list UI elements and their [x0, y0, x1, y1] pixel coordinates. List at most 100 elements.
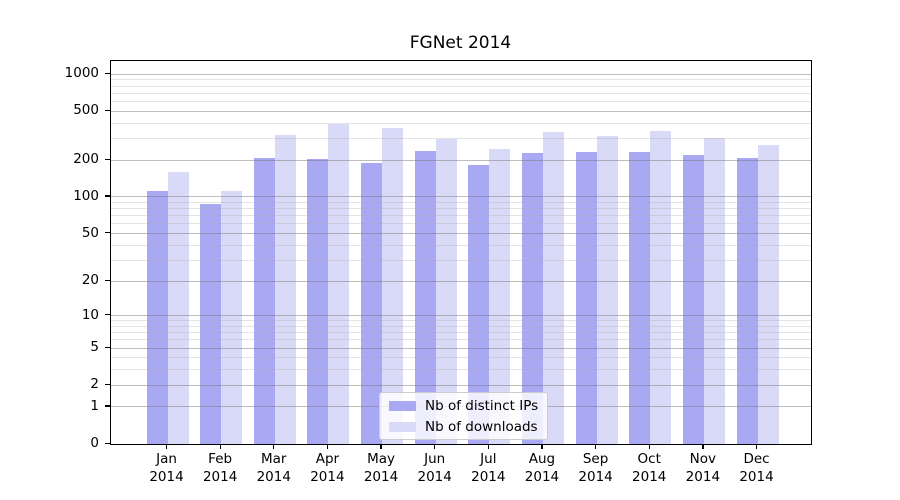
bar-distinct-ips-sep	[575, 152, 597, 444]
bar-downloads-may	[382, 128, 404, 444]
x-tick-label-oct: Oct 2014	[617, 451, 681, 487]
gridline-minor-30	[111, 259, 811, 261]
gridline-minor-700	[111, 92, 811, 94]
x-tick-year-apr: 2014	[310, 468, 345, 485]
plot-area: Nb of distinct IPs Nb of downloads	[110, 60, 812, 445]
x-tick-oct	[648, 444, 650, 450]
bar-downloads-nov	[703, 137, 725, 444]
x-tick-year-may: 2014	[363, 468, 399, 485]
x-tick-nov	[702, 444, 704, 450]
legend-swatch-downloads	[389, 421, 416, 432]
bars-layer	[111, 61, 811, 444]
x-tick-apr	[326, 444, 329, 450]
legend-label-downloads: Nb of downloads	[425, 418, 538, 435]
legend-label-distinct-ips: Nb of distinct IPs	[425, 397, 539, 414]
y-tick-1	[105, 405, 110, 407]
y-tick-2	[105, 383, 110, 385]
bar-downloads-dec	[757, 145, 779, 444]
legend-row-distinct-ips: Nb of distinct IPs	[389, 396, 538, 415]
x-tick-label-jun: Jun 2014	[403, 451, 467, 487]
x-tick-jan	[165, 444, 168, 450]
x-tick-month-mar: Mar	[261, 451, 287, 467]
gridline-minor-4	[111, 357, 811, 359]
bar-downloads-jul	[489, 149, 511, 444]
y-tick-200	[105, 158, 110, 160]
y-tick-label-200: 200	[73, 151, 99, 168]
y-tick-label-2: 2	[90, 376, 99, 393]
bar-distinct-ips-feb	[200, 203, 222, 444]
x-tick-year-jun: 2014	[417, 468, 452, 485]
y-tick-label-5: 5	[90, 339, 99, 356]
bar-downloads-jan	[167, 172, 189, 444]
gridline-minor-7	[111, 332, 811, 334]
x-tick-year-aug: 2014	[524, 468, 560, 485]
gridline-minor-9	[111, 320, 811, 322]
x-tick-month-dec: Dec	[743, 451, 770, 467]
bar-downloads-oct	[650, 131, 672, 444]
x-tick-label-aug: Aug 2014	[510, 451, 574, 487]
x-tick-month-sep: Sep	[582, 451, 609, 467]
gridline-major-200	[111, 159, 811, 161]
y-tick-label-0: 0	[90, 435, 99, 451]
gridline-minor-6	[111, 339, 811, 341]
x-tick-label-jan: Jan 2014	[135, 451, 199, 487]
x-tick-label-dec: Dec 2014	[725, 451, 789, 487]
x-tick-year-mar: 2014	[256, 468, 291, 485]
y-tick-20	[105, 279, 110, 281]
x-tick-label-nov: Nov 2014	[671, 451, 735, 487]
x-tick-sep	[594, 444, 597, 450]
y-tick-label-20: 20	[81, 272, 99, 289]
bar-distinct-ips-jul	[468, 165, 490, 444]
x-tick-year-feb: 2014	[202, 468, 238, 485]
x-tick-aug	[541, 444, 543, 450]
chart-title: FGNet 2014	[409, 33, 512, 53]
x-tick-year-jul: 2014	[471, 468, 506, 485]
x-tick-jun	[434, 444, 436, 450]
legend-swatch-distinct-ips	[389, 400, 416, 411]
gridline-minor-600	[111, 101, 811, 102]
x-tick-jul	[487, 444, 489, 450]
y-tick-label-100: 100	[73, 187, 99, 204]
gridline-minor-800	[111, 85, 811, 87]
bar-distinct-ips-jun	[414, 150, 436, 444]
y-tick-1000	[105, 72, 110, 74]
gridline-major-50	[111, 233, 811, 235]
bar-distinct-ips-jan	[146, 190, 168, 444]
y-tick-0	[105, 442, 110, 444]
bar-distinct-ips-apr	[307, 159, 329, 444]
x-tick-month-aug: Aug	[528, 451, 556, 467]
bar-distinct-ips-aug	[521, 152, 543, 444]
x-tick-label-jul: Jul 2014	[456, 451, 520, 487]
y-tick-label-50: 50	[81, 224, 99, 241]
gridline-major-2	[111, 384, 811, 386]
gridline-minor-70	[111, 215, 811, 217]
gridline-minor-40	[111, 244, 811, 246]
y-tick-10	[105, 314, 110, 316]
x-tick-month-feb: Feb	[208, 451, 233, 467]
bar-distinct-ips-mar	[253, 158, 275, 444]
x-tick-month-nov: Nov	[689, 451, 717, 467]
bar-downloads-mar	[274, 135, 296, 444]
x-tick-mar	[273, 444, 275, 450]
gridline-major-100	[111, 196, 811, 198]
gridline-major-10	[111, 315, 811, 317]
x-tick-month-apr: Apr	[315, 451, 340, 467]
x-tick-year-nov: 2014	[685, 468, 721, 485]
gridline-minor-80	[111, 208, 811, 210]
gridline-minor-90	[111, 202, 811, 204]
x-tick-label-sep: Sep 2014	[564, 451, 628, 487]
x-tick-month-jun: Jun	[424, 451, 446, 467]
bar-downloads-apr	[328, 123, 350, 444]
gridline-minor-60	[111, 223, 811, 225]
y-tick-100	[105, 195, 110, 197]
x-tick-year-sep: 2014	[578, 468, 613, 485]
x-tick-feb	[219, 444, 221, 450]
bar-distinct-ips-may	[361, 162, 383, 444]
y-tick-label-500: 500	[73, 102, 99, 119]
legend-row-downloads: Nb of downloads	[389, 417, 538, 436]
bar-distinct-ips-nov	[682, 155, 704, 444]
gridline-major-5	[111, 347, 811, 349]
x-tick-label-may: May 2014	[349, 451, 413, 487]
gridline-minor-8	[111, 325, 811, 327]
